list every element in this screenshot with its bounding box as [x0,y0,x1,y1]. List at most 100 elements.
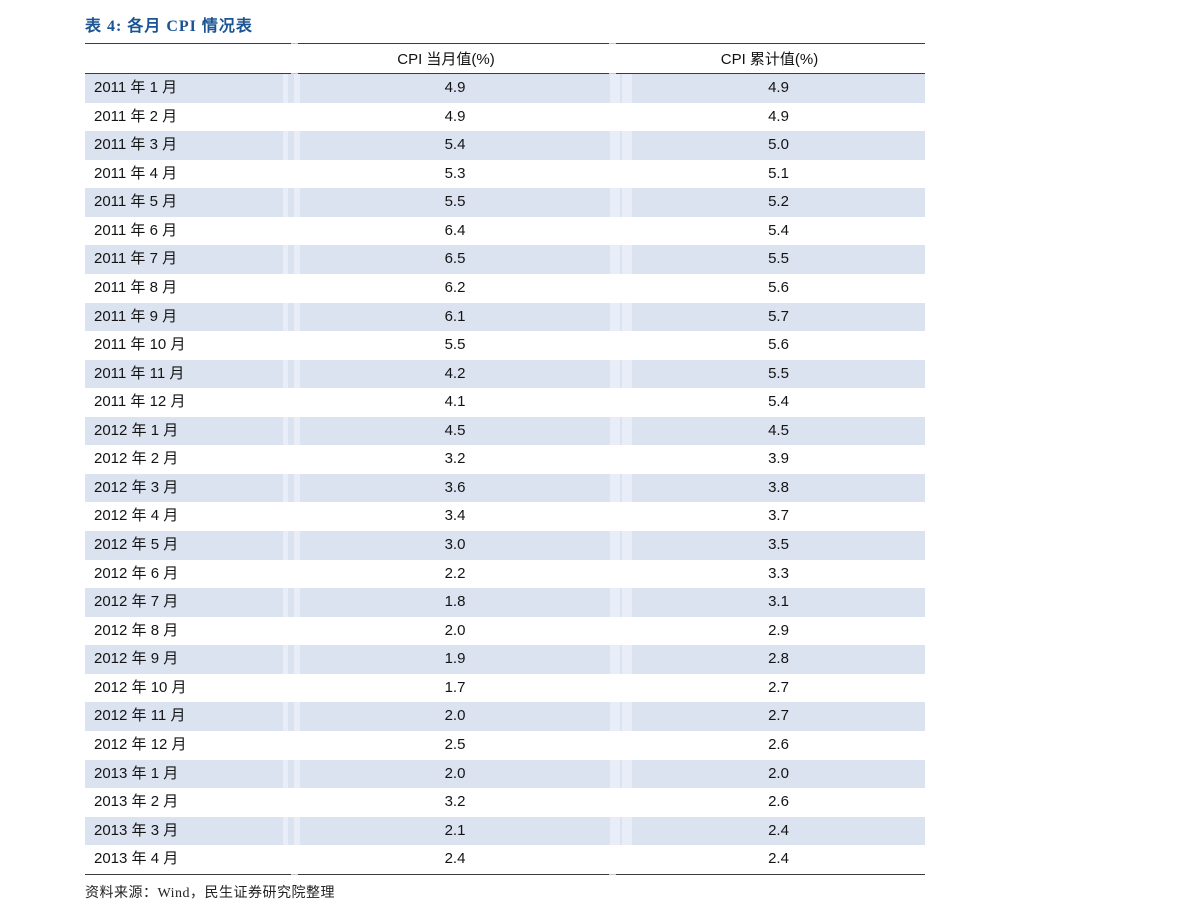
row-month-label: 2011 年 4 月 [94,164,178,182]
column-gap [610,188,632,217]
row-cpi-current-value: 5.5 [300,188,610,217]
column-gap [283,131,300,160]
column-gap [610,816,632,846]
column-gap [610,245,632,274]
table-row: 2012 年 11 月 2.0 2.7 [85,702,925,731]
divider-top [85,43,925,44]
column-gap [283,473,300,503]
row-cpi-current-value: 2.1 [300,816,610,846]
row-cpi-cumulative-value: 3.3 [768,564,789,582]
row-cpi-current-value: 3.0 [300,531,610,560]
row-month-label: 2011 年 9 月 [85,302,283,332]
table-row: 2012 年 5 月 3.0 3.5 [85,531,925,560]
column-gap [610,645,632,674]
table-row: 2012 年 1 月 4.5 4.5 [85,416,925,446]
column-gap [283,702,300,731]
row-cpi-cumulative-value: 5.4 [768,393,789,411]
column-gap [283,245,300,274]
row-month-label: 2012 年 6 月 [94,564,179,582]
table-row: 2011 年 5 月 5.5 5.2 [85,188,925,217]
table-row: 2012 年 8 月 2.0 2.9 [85,617,925,646]
table-row: 2012 年 7 月 1.8 3.1 [85,588,925,617]
row-cpi-cumulative-value: 5.5 [632,359,925,389]
header-cpi-cumulative: CPI 累计值(%) [720,51,819,68]
row-cpi-cumulative-value: 2.0 [632,759,925,789]
row-cpi-cumulative-value: 5.0 [632,131,925,160]
row-cpi-current-value: 2.0 [300,702,610,731]
table-row: 2012 年 10 月 1.7 2.7 [85,674,925,703]
row-cpi-cumulative-value: 3.5 [632,531,925,560]
row-month-label: 2012 年 10 月 [94,678,187,696]
column-gap [283,645,300,674]
column-gap [610,359,632,389]
row-cpi-current-value: 4.9 [300,74,610,103]
table-row: 2011 年 11 月 4.2 5.5 [85,359,925,389]
table-row: 2011 年 7 月 6.5 5.5 [85,245,925,274]
row-month-label: 2013 年 2 月 [94,793,179,811]
row-cpi-current-value: 2.0 [444,621,466,639]
row-month-label: 2011 年 6 月 [94,221,178,239]
row-month-label: 2013 年 1 月 [85,759,283,789]
rule-gap [291,73,298,74]
row-cpi-cumulative-value: 3.7 [768,507,789,525]
row-cpi-current-value: 2.0 [300,759,610,789]
row-cpi-cumulative-value: 5.6 [768,336,789,354]
row-month-label: 2012 年 11 月 [85,702,283,731]
rule-gap [609,73,616,74]
row-cpi-current-value: 2.5 [444,735,466,753]
row-cpi-current-value: 4.9 [444,107,466,125]
row-cpi-cumulative-value: 2.7 [632,702,925,731]
row-month-label: 2013 年 4 月 [94,850,179,868]
row-cpi-cumulative-value: 3.8 [632,473,925,503]
rule-gap [609,873,616,875]
column-gap [283,531,300,560]
column-gap [283,588,300,617]
row-cpi-current-value: 5.4 [300,131,610,160]
row-month-label: 2012 年 2 月 [94,450,179,468]
row-cpi-cumulative-value: 5.5 [632,245,925,274]
row-cpi-cumulative-value: 5.2 [632,188,925,217]
row-month-label: 2013 年 3 月 [85,816,283,846]
table-row: 2013 年 2 月 3.2 2.6 [85,788,925,817]
row-month-label: 2012 年 4 月 [94,507,179,525]
table-title: 表 4: 各月 CPI 情况表 [85,18,253,35]
row-cpi-current-value: 5.5 [444,336,466,354]
row-cpi-current-value: 4.1 [444,393,466,411]
row-cpi-current-value: 3.2 [444,450,466,468]
row-month-label: 2012 年 1 月 [85,416,283,446]
table-row: 2011 年 6 月 6.4 5.4 [85,217,925,246]
row-month-label: 2011 年 1 月 [85,74,283,103]
source-note: 资料来源：Wind，民生证券研究院整理 [85,885,336,901]
row-month-label: 2011 年 8 月 [94,278,178,296]
column-gap [610,302,632,332]
row-cpi-cumulative-value: 2.4 [768,850,789,868]
column-gap [610,531,632,560]
row-month-label: 2011 年 12 月 [94,393,186,411]
row-cpi-current-value: 5.3 [444,164,466,182]
table-row: 2011 年 8 月 6.2 5.6 [85,274,925,303]
row-cpi-current-value: 4.2 [300,359,610,389]
row-cpi-current-value: 1.9 [300,645,610,674]
row-cpi-cumulative-value: 5.7 [632,302,925,332]
row-month-label: 2012 年 12 月 [94,735,187,753]
row-month-label: 2012 年 8 月 [94,621,179,639]
cpi-table: 表 4: 各月 CPI 情况表 CPI 当月值(%) CPI 累计值(%) 20… [85,16,925,902]
row-month-label: 2011 年 2 月 [94,107,178,125]
column-gap [283,302,300,332]
column-gap [283,416,300,446]
row-cpi-cumulative-value: 4.9 [768,107,789,125]
table-row: 2012 年 12 月 2.5 2.6 [85,731,925,760]
row-cpi-current-value: 4.5 [300,416,610,446]
rule-gap [609,43,616,44]
row-cpi-current-value: 6.4 [444,221,466,239]
table-row: 2011 年 10 月 5.5 5.6 [85,331,925,360]
row-cpi-cumulative-value: 2.6 [768,735,789,753]
row-cpi-cumulative-value: 5.4 [768,221,789,239]
column-gap [610,588,632,617]
table-row: 2012 年 6 月 2.2 3.3 [85,560,925,589]
header-cpi-current: CPI 当月值(%) [397,51,495,68]
divider-bottom [85,873,925,875]
column-gap [610,131,632,160]
row-cpi-current-value: 2.4 [444,850,466,868]
